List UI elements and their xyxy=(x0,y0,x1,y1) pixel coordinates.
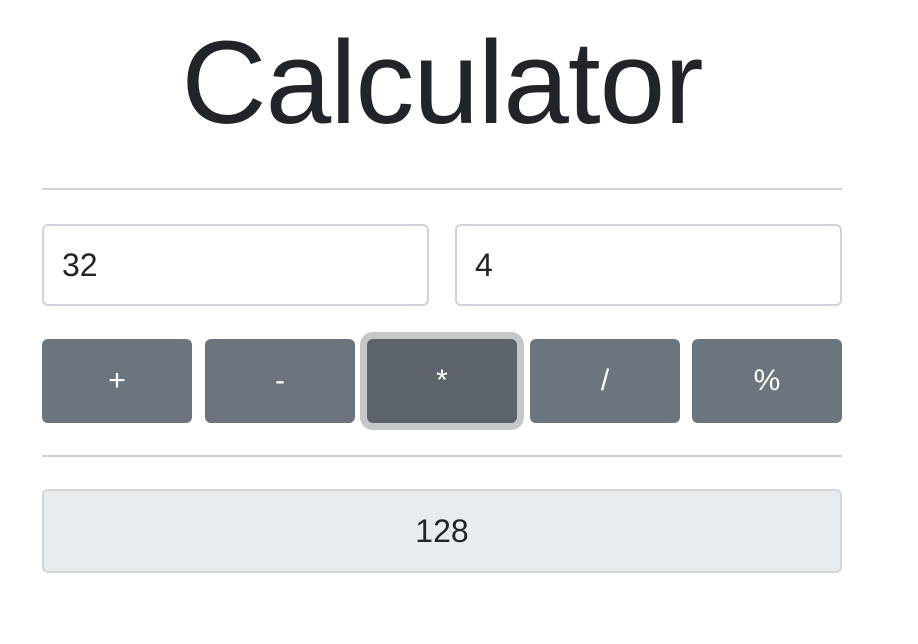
result-display: 128 xyxy=(42,489,842,573)
page-title: Calculator xyxy=(181,17,703,149)
add-button[interactable]: + xyxy=(42,339,192,423)
top-divider xyxy=(42,188,842,190)
modulo-button[interactable]: % xyxy=(692,339,842,423)
first-number-input[interactable] xyxy=(42,224,429,306)
multiply-button[interactable]: * xyxy=(367,339,517,423)
subtract-button[interactable]: - xyxy=(205,339,355,423)
bottom-divider xyxy=(42,455,842,457)
second-number-input[interactable] xyxy=(455,224,842,306)
divide-button[interactable]: / xyxy=(530,339,680,423)
